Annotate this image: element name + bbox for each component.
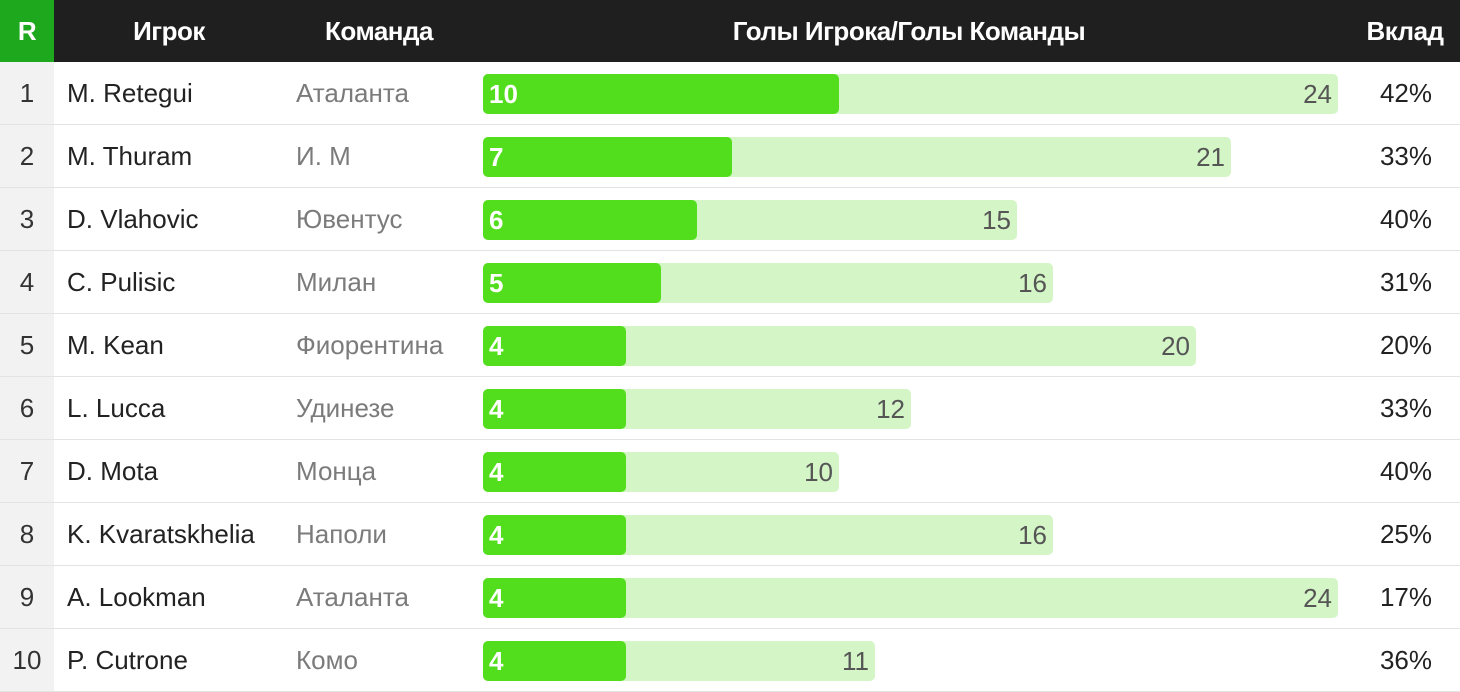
table-row[interactable]: 9 A. Lookman Аталанта 4 24 17% [0,566,1460,629]
player-goals-bar [483,263,661,303]
team-name[interactable]: Аталанта [296,78,409,108]
share-value: 40% [1379,204,1432,234]
player-goals-bar [483,137,732,177]
player-goals-label: 4 [489,331,504,361]
team-name[interactable]: Аталанта [296,582,409,612]
rank-cell: 8 [0,503,54,565]
team-goals-label: 11 [842,646,869,676]
rank-cell: 9 [0,566,54,628]
share-value: 40% [1379,456,1432,486]
table-header: R Игрок Команда Голы Игрока/Голы Команды… [0,0,1460,62]
team-goals-label: 24 [1303,79,1332,109]
rank-cell: 1 [0,62,54,124]
player-goals-bar [483,74,839,114]
table-row[interactable]: 4 C. Pulisic Милан 5 16 31% [0,251,1460,314]
goals-bar-group: 7 21 [483,137,1343,177]
rank-cell: 5 [0,314,54,376]
rank-cell: 2 [0,125,54,187]
goals-bar-group: 6 15 [483,200,1343,240]
player-goals-label: 6 [489,205,504,235]
table-row[interactable]: 10 P. Cutrone Комо 4 11 36% [0,629,1460,692]
team-goals-label: 12 [876,394,905,424]
team-name[interactable]: Комо [296,645,358,675]
player-name[interactable]: C. Pulisic [54,251,284,313]
team-name[interactable]: Наполи [296,519,387,549]
rank-cell: 10 [0,629,54,691]
goals-bar-group: 10 24 [483,74,1343,114]
share-value: 42% [1379,78,1432,108]
header-goals-ratio[interactable]: Голы Игрока/Голы Команды [732,16,1086,46]
goals-bar-group: 4 24 [483,578,1343,618]
goals-bar-group: 4 16 [483,515,1343,555]
player-goals-label: 10 [489,79,518,109]
share-value: 33% [1379,393,1432,423]
player-goals-label: 5 [489,268,504,298]
share-value: 25% [1379,519,1432,549]
header-rank[interactable]: R [0,0,54,62]
team-name[interactable]: И. М [296,141,351,171]
share-value: 33% [1379,141,1432,171]
player-name[interactable]: L. Lucca [54,377,284,439]
goals-bar-group: 5 16 [483,263,1343,303]
player-goals-bar [483,326,626,366]
rank-cell: 6 [0,377,54,439]
goals-bar-group: 4 10 [483,452,1343,492]
player-name[interactable]: M. Thuram [54,125,284,187]
player-goals-label: 4 [489,394,504,424]
player-goals-bar [483,389,626,429]
team-name[interactable]: Монца [296,456,377,486]
table-row[interactable]: 6 L. Lucca Удинезе 4 12 33% [0,377,1460,440]
player-goals-label: 4 [489,457,504,487]
player-goals-bar [483,452,626,492]
player-goals-bar [483,641,626,681]
team-goals-label: 24 [1303,583,1332,613]
player-goals-label: 4 [489,583,504,613]
player-goals-label: 4 [489,646,504,676]
header-player[interactable]: Игрок [133,16,205,46]
table-row[interactable]: 1 M. Retegui Аталанта 10 24 42% [0,62,1460,125]
team-goals-label: 15 [982,205,1011,235]
goals-bar-group: 4 11 [483,641,1343,681]
rank-cell: 4 [0,251,54,313]
table-row[interactable]: 3 D. Vlahovic Ювентус 6 15 40% [0,188,1460,251]
player-name[interactable]: M. Kean [54,314,284,376]
player-name[interactable]: D. Mota [54,440,284,502]
player-goals-bar [483,200,697,240]
rank-cell: 7 [0,440,54,502]
goals-bar-group: 4 12 [483,389,1343,429]
table-row[interactable]: 8 K. Kvaratskhelia Наполи 4 16 25% [0,503,1460,566]
table-row[interactable]: 5 M. Kean Фиорентина 4 20 20% [0,314,1460,377]
player-name[interactable]: P. Cutrone [54,629,284,691]
team-name[interactable]: Фиорентина [296,330,444,360]
team-goals-label: 16 [1018,520,1047,550]
header-share[interactable]: Вклад [1366,16,1444,46]
team-goals-label: 10 [804,457,833,487]
table-row[interactable]: 2 M. Thuram И. М 7 21 33% [0,125,1460,188]
team-name[interactable]: Удинезе [296,393,395,423]
share-value: 20% [1379,330,1432,360]
goals-bar-group: 4 20 [483,326,1343,366]
team-name[interactable]: Ювентус [296,204,403,234]
team-goals-label: 16 [1018,268,1047,298]
player-name[interactable]: D. Vlahovic [54,188,284,250]
share-value: 36% [1379,645,1432,675]
team-goals-label: 20 [1161,331,1190,361]
rank-cell: 3 [0,188,54,250]
player-goals-bar [483,515,626,555]
player-name[interactable]: K. Kvaratskhelia [54,503,284,565]
player-name[interactable]: M. Retegui [54,62,284,124]
team-goals-label: 21 [1196,142,1225,172]
player-goals-bar [483,578,626,618]
player-name[interactable]: A. Lookman [54,566,284,628]
header-team[interactable]: Команда [325,16,433,46]
player-goals-label: 7 [489,142,504,172]
team-name[interactable]: Милан [296,267,377,297]
share-value: 31% [1379,267,1432,297]
table-row[interactable]: 7 D. Mota Монца 4 10 40% [0,440,1460,503]
player-goals-label: 4 [489,520,504,550]
share-value: 17% [1379,582,1432,612]
